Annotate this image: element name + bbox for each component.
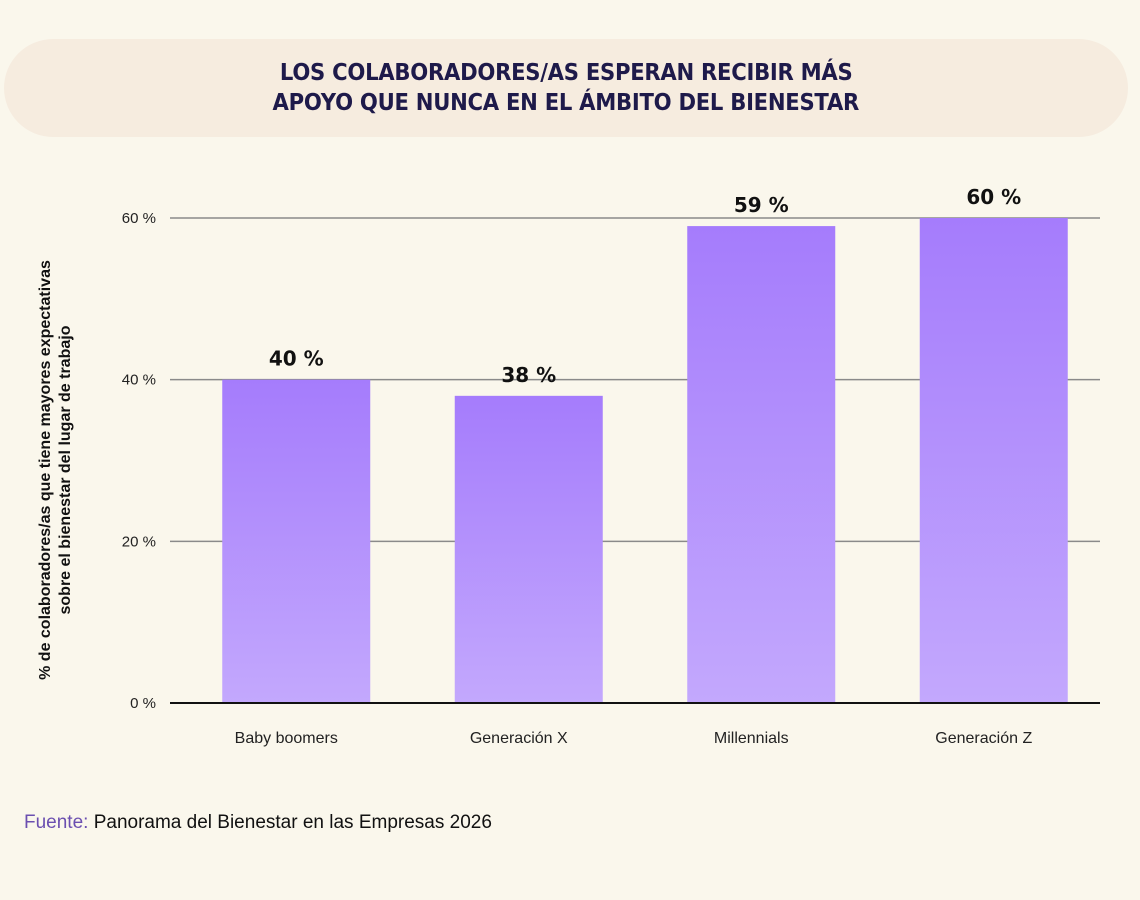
bar (454, 395, 603, 703)
data-label: 60 % (966, 185, 1021, 209)
data-label: 38 % (501, 363, 556, 387)
bar (687, 226, 836, 704)
y-tick-label: 20 % (122, 533, 156, 550)
bar (919, 218, 1068, 703)
x-tick-label: Millennials (714, 730, 789, 747)
title-banner: LOS COLABORADORES/AS ESPERAN RECIBIR MÁS… (4, 39, 1128, 137)
data-label: 40 % (269, 347, 324, 371)
chart-title-line2: APOYO QUE NUNCA EN EL ÁMBITO DEL BIENEST… (272, 90, 860, 116)
y-tick-label: 0 % (130, 695, 156, 712)
source-label: Fuente: (24, 812, 89, 833)
source-note: Fuente: Panorama del Bienestar en las Em… (24, 812, 492, 834)
data-label: 59 % (734, 193, 789, 217)
bar (222, 379, 371, 703)
y-tick-label: 40 % (122, 372, 156, 389)
chart-title-line1: LOS COLABORADORES/AS ESPERAN RECIBIR MÁS (279, 60, 853, 86)
x-tick-label: Baby boomers (235, 730, 338, 747)
x-tick-label: Generación X (470, 730, 568, 747)
x-tick-label: Generación Z (935, 730, 1032, 747)
source-text: Panorama del Bienestar en las Empresas 2… (88, 812, 492, 833)
y-tick-label: 60 % (122, 210, 156, 227)
